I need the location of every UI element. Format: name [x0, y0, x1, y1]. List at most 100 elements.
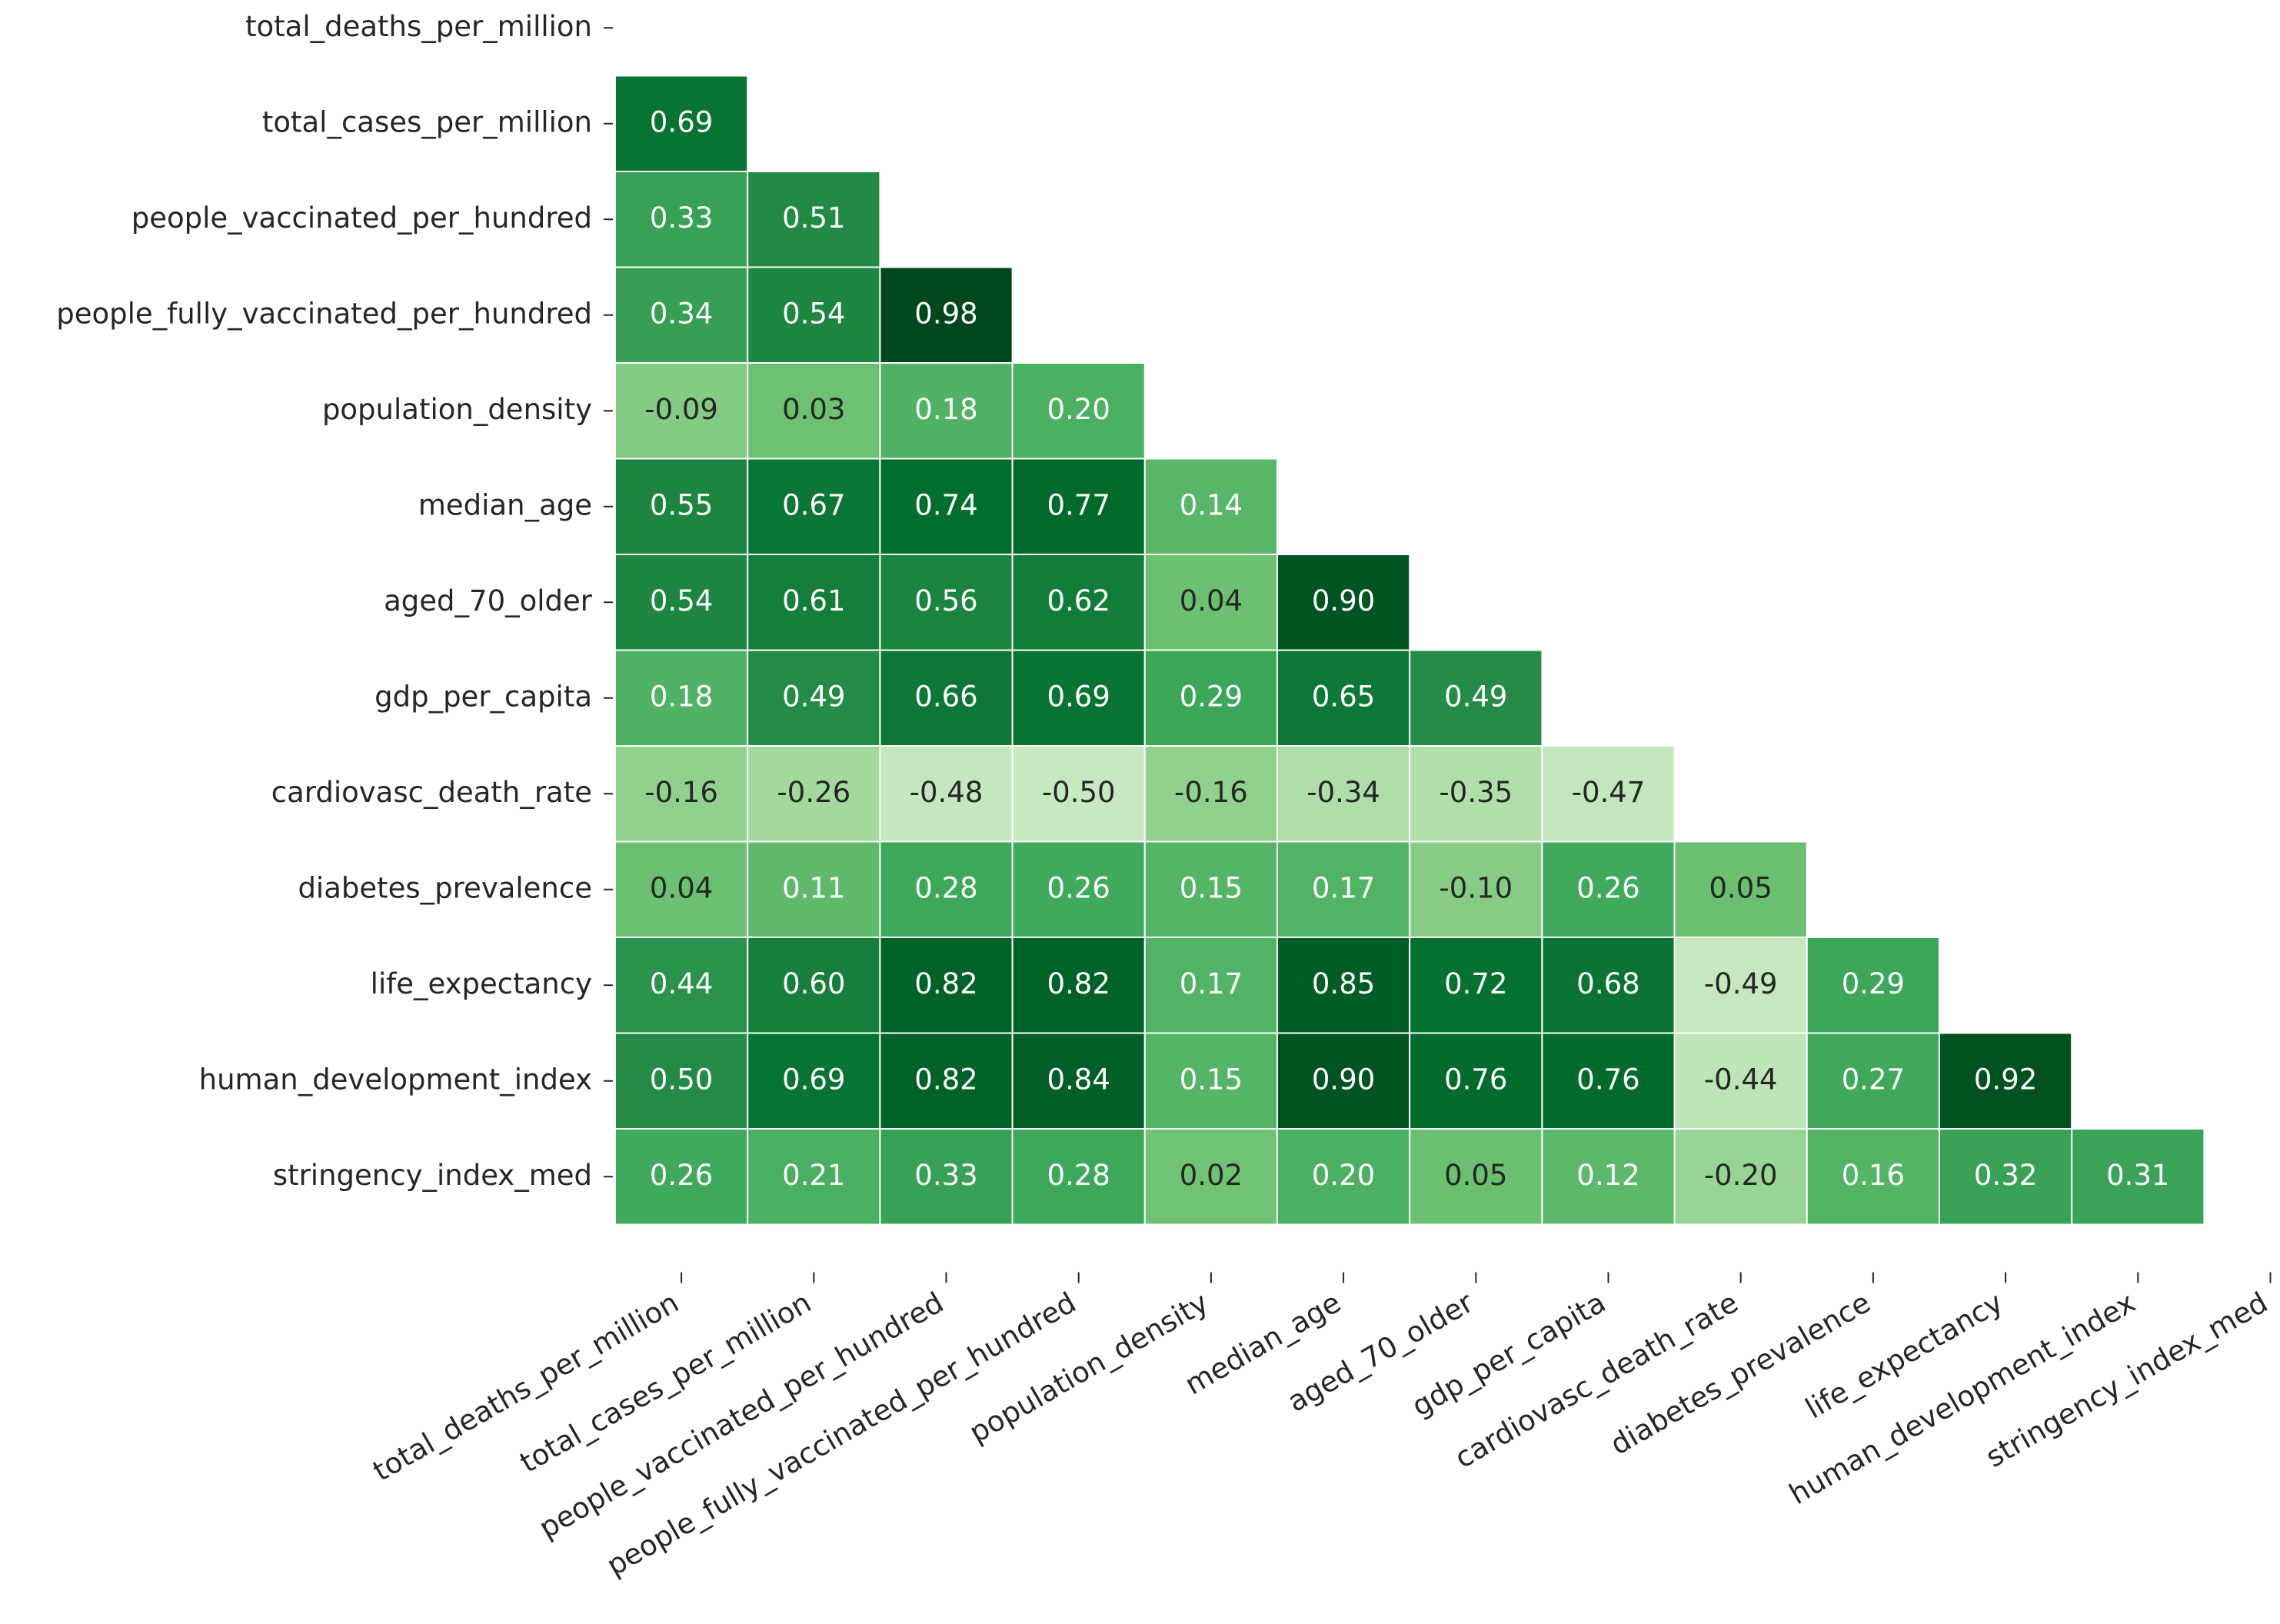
heatmap-cell: [747, 554, 881, 651]
heatmap-cell: [1143, 554, 1279, 651]
y-tick-label: total_cases_per_million: [262, 105, 592, 138]
cell-label: 0.85: [1312, 967, 1375, 1000]
cell-label: 0.31: [2106, 1159, 2169, 1192]
cell-label: 0.26: [1576, 871, 1639, 904]
cell-label: 0.05: [1444, 1159, 1507, 1192]
y-tick-label: gdp_per_capita: [374, 680, 592, 713]
cell-label: 0.51: [782, 201, 845, 235]
cell-label: 0.68: [1576, 967, 1639, 1000]
cell-label: 0.32: [1974, 1159, 2037, 1192]
y-tick-label: diabetes_prevalence: [298, 871, 592, 904]
heatmap-cell: [614, 75, 749, 172]
cell-label: 0.76: [1576, 1063, 1639, 1096]
cell-label: 0.82: [1047, 967, 1110, 1000]
cell-label: 0.29: [1842, 967, 1905, 1000]
heatmap-cell: [747, 649, 881, 747]
cell-label: 0.27: [1842, 1063, 1905, 1096]
heatmap-cell: [1276, 649, 1411, 747]
y-tick-label: cardiovasc_death_rate: [271, 776, 592, 809]
cell-label: 0.15: [1180, 871, 1243, 904]
cell-label: -0.48: [910, 776, 984, 809]
cell-label: 0.02: [1180, 1159, 1243, 1192]
cell-label: -0.16: [1174, 776, 1248, 809]
cell-label: 0.77: [1047, 488, 1110, 521]
cell-label: 0.50: [650, 1063, 713, 1096]
heatmap-cell: [1409, 1128, 1543, 1226]
heatmap-cell: [1541, 1128, 1676, 1226]
heatmap-cell: [1276, 937, 1411, 1034]
cell-label: 0.20: [1047, 393, 1110, 426]
heatmap-cell: [614, 554, 749, 651]
cell-label: 0.61: [782, 584, 845, 617]
heatmap-cell: [614, 266, 749, 364]
y-tick-label: median_age: [418, 488, 592, 521]
cell-label: -0.35: [1439, 776, 1513, 809]
cell-label: 0.18: [914, 393, 977, 426]
cell-label: -0.34: [1306, 776, 1380, 809]
y-tick-label: life_expectancy: [371, 967, 592, 1000]
y-tick-label: human_development_index: [199, 1063, 592, 1096]
heatmap-cell: [1939, 1128, 2073, 1226]
cell-label: 0.76: [1444, 1063, 1507, 1096]
cell-label: 0.11: [782, 871, 845, 904]
heatmap-cell: [879, 1128, 1014, 1226]
cell-label: 0.82: [914, 967, 977, 1000]
cell-label: 0.26: [1047, 871, 1110, 904]
cell-label: -0.10: [1439, 871, 1513, 904]
heatmap-cell: [1806, 937, 1941, 1034]
cell-label: 0.34: [650, 297, 713, 330]
heatmap-cell: [1011, 362, 1146, 460]
cell-label: 0.69: [782, 1063, 845, 1096]
heatmap-cell: [1541, 745, 1676, 843]
cell-label: 0.04: [650, 871, 713, 904]
heatmap-cell: [1409, 649, 1543, 747]
cell-label: 0.29: [1180, 680, 1243, 713]
cell-label: 0.49: [1444, 680, 1507, 713]
heatmap-cell: [1011, 1032, 1146, 1130]
heatmap-cell: [1939, 1032, 2073, 1130]
y-tick-label: stringency_index_med: [273, 1159, 592, 1192]
heatmap-cell: [2071, 1128, 2205, 1226]
heatmap-cell: [747, 937, 881, 1034]
heatmap-cell: [1011, 1128, 1146, 1226]
heatmap-cell: [1673, 1032, 1808, 1130]
heatmap-cell: [1541, 937, 1676, 1034]
cell-label: 0.18: [650, 680, 713, 713]
heatmap-cell: [1143, 937, 1279, 1034]
heatmap-cell: [879, 745, 1014, 843]
cell-label: 0.15: [1180, 1063, 1243, 1096]
x-tick-label: people_fully_vaccinated_per_hundred: [601, 1286, 1082, 1582]
cell-label: 0.66: [914, 680, 977, 713]
cell-label: 0.69: [1047, 680, 1110, 713]
heatmap-cell: [747, 362, 881, 460]
heatmap-cell: [1011, 937, 1146, 1034]
cell-label: 0.33: [914, 1159, 977, 1192]
heatmap-cell: [1011, 554, 1146, 651]
heatmap-cell: [614, 171, 749, 268]
heatmap-cell: [1276, 554, 1411, 651]
heatmap-cell: [614, 745, 749, 843]
y-tick-label: total_deaths_per_million: [245, 10, 592, 43]
heatmap-cell: [1673, 937, 1808, 1034]
cell-label: 0.90: [1312, 584, 1375, 617]
heatmap-cell: [879, 840, 1014, 938]
cell-label: 0.90: [1312, 1063, 1375, 1096]
cell-label: 0.60: [782, 967, 845, 1000]
cell-label: 0.62: [1047, 584, 1110, 617]
cell-label: 0.72: [1444, 967, 1507, 1000]
heatmap-cell: [614, 1032, 749, 1130]
cell-label: 0.17: [1180, 967, 1243, 1000]
cell-label: 0.28: [1047, 1159, 1110, 1192]
cell-label: -0.20: [1704, 1159, 1778, 1192]
cell-label: 0.55: [650, 488, 713, 521]
cell-label: 0.49: [782, 680, 845, 713]
cell-label: -0.16: [644, 776, 718, 809]
cell-label: -0.26: [777, 776, 850, 809]
heatmap-cell: [747, 171, 881, 268]
cell-label: -0.44: [1704, 1063, 1778, 1096]
heatmap-cell: [614, 937, 749, 1034]
cell-label: 0.33: [650, 201, 713, 235]
cell-label: 0.67: [782, 488, 845, 521]
heatmap-cell: [1276, 840, 1411, 938]
heatmap-cell: [1276, 1128, 1411, 1226]
